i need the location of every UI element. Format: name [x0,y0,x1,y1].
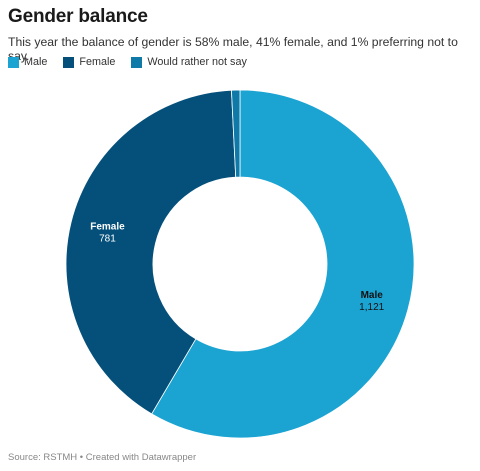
legend-item-male: Male [8,56,47,68]
legend-label-female: Female [79,56,116,68]
donut-slices [65,89,415,439]
slice-label-male: Male [361,290,384,301]
slice-female [65,89,237,415]
legend-swatch-male [8,56,19,68]
legend-swatch-rather-not-say [131,56,143,68]
chart-title: Gender balance [8,6,148,27]
slice-male [151,89,415,439]
legend-label-male: Male [24,56,48,68]
slice-value-female: 781 [99,233,116,244]
legend: Male Female Would rather not say [8,56,263,68]
legend-swatch-female [63,56,75,68]
slice-value-male: 1,121 [359,302,384,313]
legend-item-female: Female [63,56,115,68]
slice-label-female: Female [90,221,125,232]
legend-label-rather-not-say: Would rather not say [147,56,247,68]
slice-rather-not-say [231,89,241,178]
source-note: Source: RSTMH • Created with Datawrapper [8,452,197,463]
legend-item-rather-not-say: Would rather not say [131,56,247,68]
